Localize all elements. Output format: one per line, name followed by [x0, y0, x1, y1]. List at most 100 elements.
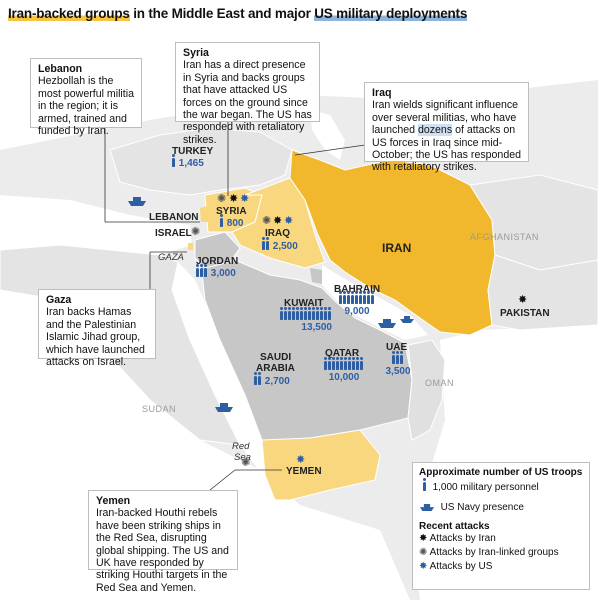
callout-syria-body: Iran has a direct presence in Syria and … [183, 59, 312, 146]
callout-syria-head: Syria [183, 47, 209, 59]
label-oman: OMAN [425, 378, 454, 388]
label-lebanon: LEBANON [149, 212, 199, 223]
legend-attacks-header: Recent attacks [419, 521, 490, 532]
label-saudi-2: ARABIA [256, 363, 295, 374]
troops-bahrain: 9,000 [334, 291, 380, 317]
person-icon [308, 307, 311, 320]
person-icon [339, 291, 342, 304]
callout-iraq-body-b: of attacks on US forces in Iraq since mi… [372, 124, 521, 174]
lebanon-region [200, 206, 208, 222]
leader-yemen [209, 469, 236, 491]
legend: Approximate number of US troops 1,000 mi… [412, 462, 590, 590]
label-turkey: TURKEY [172, 146, 214, 157]
person-icon [347, 291, 350, 304]
troops-bahrain-value: 9,000 [344, 306, 370, 317]
person-icon [200, 264, 203, 277]
blue-burst-icon: ✸ [296, 454, 306, 466]
outline-burst-icon: ✺ [191, 226, 201, 238]
person-icon [359, 291, 362, 304]
person-icon [367, 291, 370, 304]
troops-saudi: 2,700 [254, 372, 290, 387]
legend-attack-us-label: Attacks by US [429, 561, 493, 572]
blue-burst-icon: ✸ [240, 193, 250, 205]
callout-yemen-body: Iran-backed Houthi rebels have been stri… [96, 507, 229, 594]
callout-gaza: Gaza Iran backs Hamas and the Palestinia… [38, 289, 156, 368]
troops-uae-value: 3,500 [385, 366, 411, 377]
troops-syria-value: 800 [226, 218, 244, 229]
person-icon [320, 307, 323, 320]
label-bahrain: BAHRAIN [334, 284, 381, 295]
person-icon [220, 214, 223, 227]
legend-troops-row: 1,000 military personnel [419, 478, 583, 495]
person-icon [328, 307, 331, 320]
person-icon [172, 154, 175, 167]
callout-iraq-body-a: Iran wields significant influence over s… [372, 99, 519, 137]
troops-iraq-value: 2,500 [272, 241, 298, 252]
troops-saudi-value: 2,700 [264, 376, 290, 387]
troops-iraq: 2,500 [262, 237, 298, 252]
legend-navy-label: US Navy presence [440, 502, 524, 513]
title-part-middle: in the Middle East and major [129, 6, 315, 21]
legend-troops-header: Approximate number of US troops [419, 467, 583, 478]
black-burst-icon: ✸ [229, 193, 239, 205]
label-afghanistan: AFGHANISTAN [470, 232, 539, 242]
person-icon [328, 357, 331, 370]
person-icon [316, 307, 319, 320]
person-icon [266, 237, 269, 250]
label-jordan: JORDAN [196, 256, 239, 267]
person-icon [400, 351, 403, 364]
ship-icon [400, 316, 414, 323]
person-icon [204, 264, 207, 277]
person-icon [258, 372, 261, 385]
person-icon [392, 351, 395, 364]
leader-iraq [294, 144, 366, 156]
callout-iraq: Iraq Iran wields significant influence o… [364, 82, 529, 173]
label-saudi-1: SAUDI [260, 352, 292, 363]
black-burst-icon: ✸ [518, 294, 528, 306]
outline-burst-icon: ✺ [241, 457, 251, 469]
troops-qatar: 10,000 [318, 357, 370, 383]
page-title: Iran-backed groups in the Middle East an… [8, 6, 467, 21]
label-sudan: SUDAN [142, 404, 177, 414]
person-icon [262, 237, 265, 250]
label-red-sea-2: Sea [234, 452, 251, 463]
person-icon [340, 357, 343, 370]
legend-navy-row: US Navy presence [419, 501, 583, 515]
callout-lebanon-head: Lebanon [38, 63, 83, 75]
person-icon [296, 307, 299, 320]
label-gaza: GAZA [158, 252, 184, 263]
troops-syria: 800 [220, 214, 244, 229]
person-icon [396, 351, 399, 364]
legend-attack-us-row: ✸ Attacks by US [419, 560, 583, 574]
ship-icon [378, 319, 396, 328]
black-burst-icon: ✸ [419, 533, 428, 544]
troops-kuwait: 13,500 [280, 307, 332, 333]
person-icon [336, 357, 339, 370]
person-icon [300, 307, 303, 320]
person-icon [196, 264, 199, 277]
person-icon [356, 357, 359, 370]
person-icon [288, 307, 291, 320]
person-icon [348, 357, 351, 370]
black-burst-icon: ✸ [273, 215, 283, 227]
person-icon [324, 357, 327, 370]
callout-iraq-highlight: dozens [417, 124, 453, 137]
blue-burst-icon: ✸ [419, 561, 428, 572]
ship-icon [215, 403, 233, 412]
troops-qatar-value: 10,000 [328, 372, 360, 383]
troops-turkey-value: 1,465 [178, 158, 204, 169]
outline-burst-icon: ✺ [419, 547, 428, 558]
label-pakistan: PAKISTAN [500, 308, 550, 319]
callout-gaza-body: Iran backs Hamas and the Palestinian Isl… [46, 306, 145, 369]
person-icon [351, 291, 354, 304]
person-icon [360, 357, 363, 370]
label-red-sea-1: Red [232, 441, 250, 452]
person-icon [344, 357, 347, 370]
label-iran: IRAN [382, 241, 412, 255]
person-icon [312, 307, 315, 320]
legend-attack-linked-label: Attacks by Iran-linked groups [429, 547, 559, 558]
legend-attack-iran-label: Attacks by Iran [429, 533, 496, 544]
person-icon [254, 372, 257, 385]
callout-lebanon-body: Hezbollah is the most powerful militia i… [38, 75, 134, 138]
mediterranean-sea [0, 195, 192, 255]
